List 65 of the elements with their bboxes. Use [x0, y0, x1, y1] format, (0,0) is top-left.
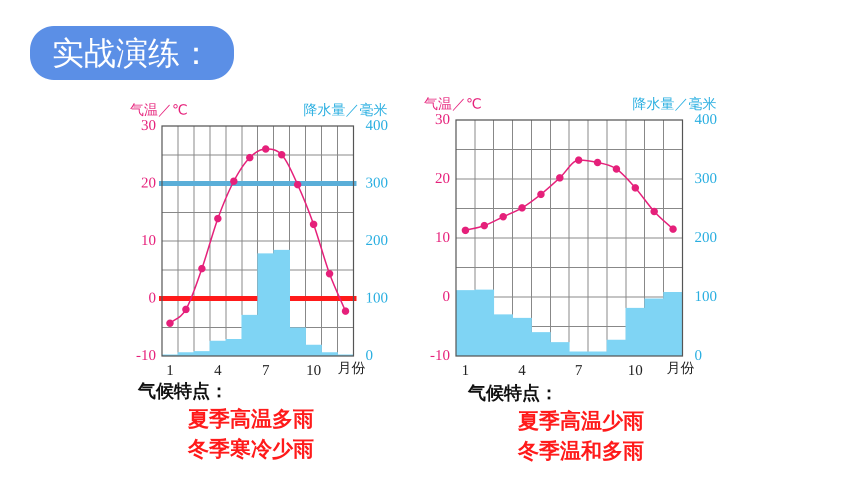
- point: [537, 190, 545, 198]
- point: [556, 174, 564, 182]
- y-tick-label: 30: [434, 112, 450, 128]
- y2-tick-label: 200: [694, 230, 717, 246]
- y-tick-label: 20: [434, 170, 450, 187]
- y2-tick-label: 0: [366, 348, 373, 364]
- point: [499, 213, 507, 221]
- y2-tick-label: 400: [694, 112, 717, 128]
- x-tick-label: 1: [462, 362, 470, 379]
- x-tick-label: 10: [306, 362, 322, 379]
- point: [518, 204, 526, 212]
- y2-tick-label: 100: [366, 290, 388, 306]
- point: [594, 158, 602, 166]
- point: [246, 154, 254, 162]
- y-tick-label: 0: [148, 290, 156, 306]
- point: [326, 270, 334, 278]
- point: [612, 165, 620, 173]
- text: 气候特点：: [138, 380, 229, 403]
- y2-tick-label: 300: [366, 175, 388, 192]
- point: [310, 220, 318, 228]
- text: 冬季温和多雨: [518, 438, 645, 465]
- point: [650, 208, 658, 216]
- point: [278, 151, 286, 158]
- x-axis-title: 月份: [666, 360, 694, 377]
- point: [198, 264, 206, 272]
- point: [262, 145, 270, 153]
- point: [230, 177, 238, 185]
- y-axis-title: 气温／℃: [130, 102, 188, 119]
- y2-tick-label: 100: [694, 288, 717, 305]
- y-tick-label: -10: [136, 348, 156, 364]
- point: [294, 180, 302, 188]
- point: [342, 307, 350, 315]
- text: 气候特点：: [468, 382, 559, 405]
- point: [632, 184, 640, 192]
- point: [574, 156, 582, 164]
- point: [462, 226, 470, 234]
- chart-title: 实战演练：: [30, 26, 234, 80]
- y2-tick-label: 300: [694, 170, 717, 187]
- y2-tick-label: 400: [366, 118, 388, 134]
- point: [166, 319, 174, 327]
- x-tick-label: 7: [262, 362, 270, 379]
- y-tick-label: 10: [434, 230, 450, 246]
- text: 冬季寒冷少雨: [188, 436, 315, 463]
- text: 夏季高温少雨: [518, 408, 645, 435]
- y2-axis-title: 降水量／毫米: [632, 96, 716, 113]
- point: [182, 306, 190, 314]
- y-tick-label: 20: [140, 175, 156, 192]
- x-tick-label: 4: [518, 362, 526, 379]
- y2-tick-label: 200: [366, 232, 388, 249]
- text: 夏季高温多雨: [188, 406, 315, 433]
- y-axis-title: 气温／℃: [424, 96, 482, 113]
- y2-tick-label: 0: [694, 348, 702, 364]
- point: [669, 225, 677, 233]
- point: [480, 222, 488, 230]
- x-axis-title: 月份: [338, 360, 366, 377]
- y-tick-label: 0: [442, 288, 450, 305]
- y-tick-label: 10: [140, 232, 156, 249]
- y-tick-label: 30: [140, 118, 156, 134]
- x-tick-label: 1: [166, 362, 174, 379]
- y2-axis-title: 降水量／毫米: [304, 102, 388, 119]
- y-tick-label: -10: [430, 348, 450, 364]
- x-tick-label: 4: [214, 362, 222, 379]
- x-tick-label: 7: [574, 362, 583, 379]
- point: [214, 214, 222, 222]
- x-tick-label: 10: [628, 362, 643, 379]
